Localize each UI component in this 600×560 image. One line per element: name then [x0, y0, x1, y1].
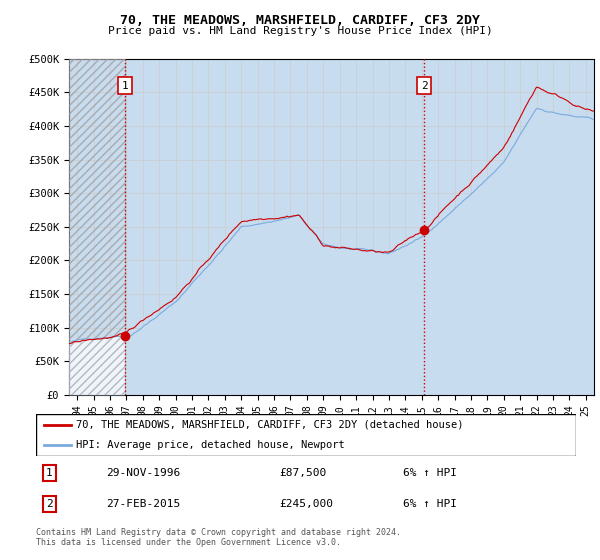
- Text: Contains HM Land Registry data © Crown copyright and database right 2024.
This d: Contains HM Land Registry data © Crown c…: [36, 528, 401, 547]
- Text: 27-FEB-2015: 27-FEB-2015: [106, 500, 181, 509]
- Text: 6% ↑ HPI: 6% ↑ HPI: [403, 468, 457, 478]
- Text: 1: 1: [122, 81, 128, 91]
- Text: 70, THE MEADOWS, MARSHFIELD, CARDIFF, CF3 2DY: 70, THE MEADOWS, MARSHFIELD, CARDIFF, CF…: [120, 14, 480, 27]
- Text: 6% ↑ HPI: 6% ↑ HPI: [403, 500, 457, 509]
- Text: HPI: Average price, detached house, Newport: HPI: Average price, detached house, Newp…: [77, 440, 345, 450]
- Text: 1: 1: [46, 468, 53, 478]
- Text: Price paid vs. HM Land Registry's House Price Index (HPI): Price paid vs. HM Land Registry's House …: [107, 26, 493, 36]
- Text: 2: 2: [421, 81, 428, 91]
- Text: 2: 2: [46, 500, 53, 509]
- Text: 29-NOV-1996: 29-NOV-1996: [106, 468, 181, 478]
- Text: £245,000: £245,000: [279, 500, 333, 509]
- Text: £87,500: £87,500: [279, 468, 326, 478]
- Text: 70, THE MEADOWS, MARSHFIELD, CARDIFF, CF3 2DY (detached house): 70, THE MEADOWS, MARSHFIELD, CARDIFF, CF…: [77, 420, 464, 430]
